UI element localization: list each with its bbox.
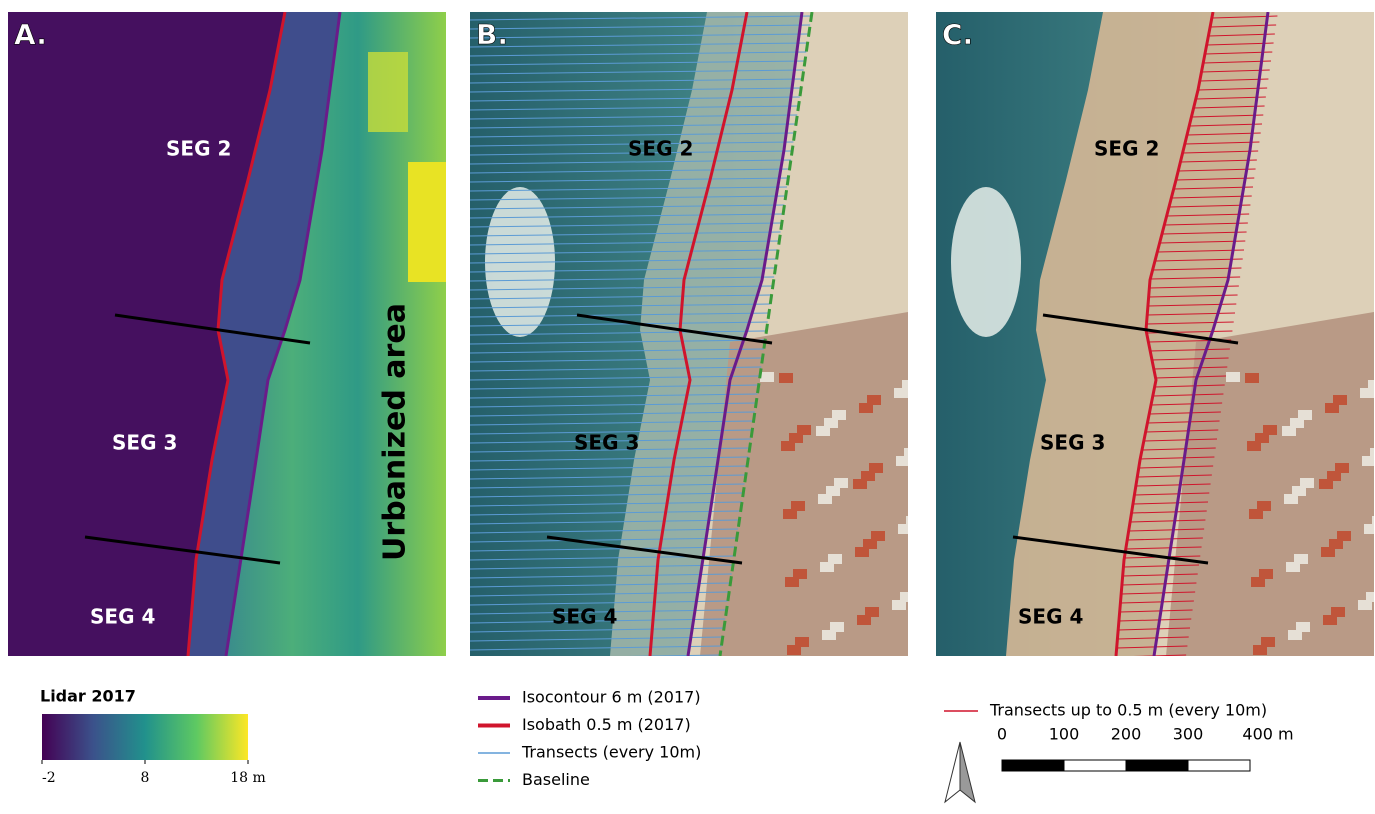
panel-label: C. [942, 18, 973, 51]
map-panel: B. SEG 2 SEG 3 SEG 4 [470, 12, 922, 659]
segment-label: SEG 3 [574, 431, 639, 455]
house [898, 524, 912, 534]
house [1321, 547, 1335, 557]
house [1362, 456, 1375, 466]
house [1284, 494, 1298, 504]
house [1319, 479, 1333, 489]
house [1325, 403, 1339, 413]
house [1251, 577, 1265, 587]
house [853, 479, 867, 489]
panel-label: B. [476, 18, 508, 51]
house [783, 509, 797, 519]
house [1253, 645, 1267, 655]
scale-label: 400 m [1242, 725, 1293, 744]
house [816, 426, 830, 436]
colorbar [42, 714, 248, 760]
house [906, 516, 920, 526]
house [1245, 373, 1259, 383]
house [1226, 372, 1240, 382]
house [1364, 524, 1375, 534]
legend-label: Isobath 0.5 m (2017) [522, 715, 691, 734]
dem-dune [368, 52, 408, 132]
colorbar-title: Lidar 2017 [40, 687, 136, 706]
surf [951, 187, 1021, 337]
house [1282, 426, 1296, 436]
house [787, 645, 801, 655]
colorbar-tick-label: 8 [141, 770, 150, 786]
house [857, 615, 871, 625]
house [1249, 509, 1263, 519]
house [1286, 562, 1300, 572]
colorbar-tick-label: -2 [42, 770, 56, 786]
annotation: Urbanized area [378, 303, 413, 561]
house [1360, 388, 1374, 398]
north-arrow [960, 742, 975, 802]
house [859, 403, 873, 413]
segment-label: SEG 3 [112, 431, 177, 455]
house [779, 373, 793, 383]
colorbar-tick-label: 18 m [230, 770, 266, 786]
scale-label: 100 [1049, 725, 1080, 744]
segment-label: SEG 2 [166, 137, 231, 161]
house [760, 372, 774, 382]
map-body [936, 12, 1375, 657]
house [785, 577, 799, 587]
house [894, 388, 908, 398]
map-panel: C. SEG 2 SEG 3 SEG 4 [936, 12, 1375, 657]
house [896, 456, 910, 466]
scale-label: 200 [1111, 725, 1142, 744]
scale-segment [1002, 760, 1064, 771]
legend-label: Baseline [522, 770, 590, 789]
segment-label: SEG 4 [90, 605, 155, 629]
house [822, 630, 836, 640]
house [1323, 615, 1337, 625]
scale-segment [1064, 760, 1126, 771]
map-body [470, 12, 922, 659]
house [820, 562, 834, 572]
house [1358, 600, 1372, 610]
segment-label: SEG 3 [1040, 431, 1105, 455]
segment-label: SEG 4 [1018, 605, 1083, 629]
north-arrow [945, 742, 960, 802]
segment-label: SEG 4 [552, 605, 617, 629]
house [855, 547, 869, 557]
house [1288, 630, 1302, 640]
scale-segment [1126, 760, 1188, 771]
legend-label: Isocontour 6 m (2017) [522, 688, 701, 707]
map-panel: A. SEG 2 SEG 3 SEG 4 Urbanized area [8, 12, 446, 656]
house [908, 584, 922, 594]
legend-label: Transects up to 0.5 m (every 10m) [989, 701, 1267, 720]
figure: A. SEG 2 SEG 3 SEG 4 Urbanized area B. SEG 2 SE… [0, 0, 1375, 810]
scale-label: 300 [1173, 725, 1204, 744]
house [1247, 441, 1261, 451]
house [781, 441, 795, 451]
panel-label: A. [14, 18, 47, 51]
segment-label: SEG 2 [1094, 137, 1159, 161]
scale-label: 0 [997, 725, 1007, 744]
scale-segment [1188, 760, 1250, 771]
legend-label: Transects (every 10m) [521, 743, 701, 762]
house [892, 600, 906, 610]
segment-label: SEG 2 [628, 137, 693, 161]
house [818, 494, 832, 504]
dem-dune [408, 162, 446, 282]
